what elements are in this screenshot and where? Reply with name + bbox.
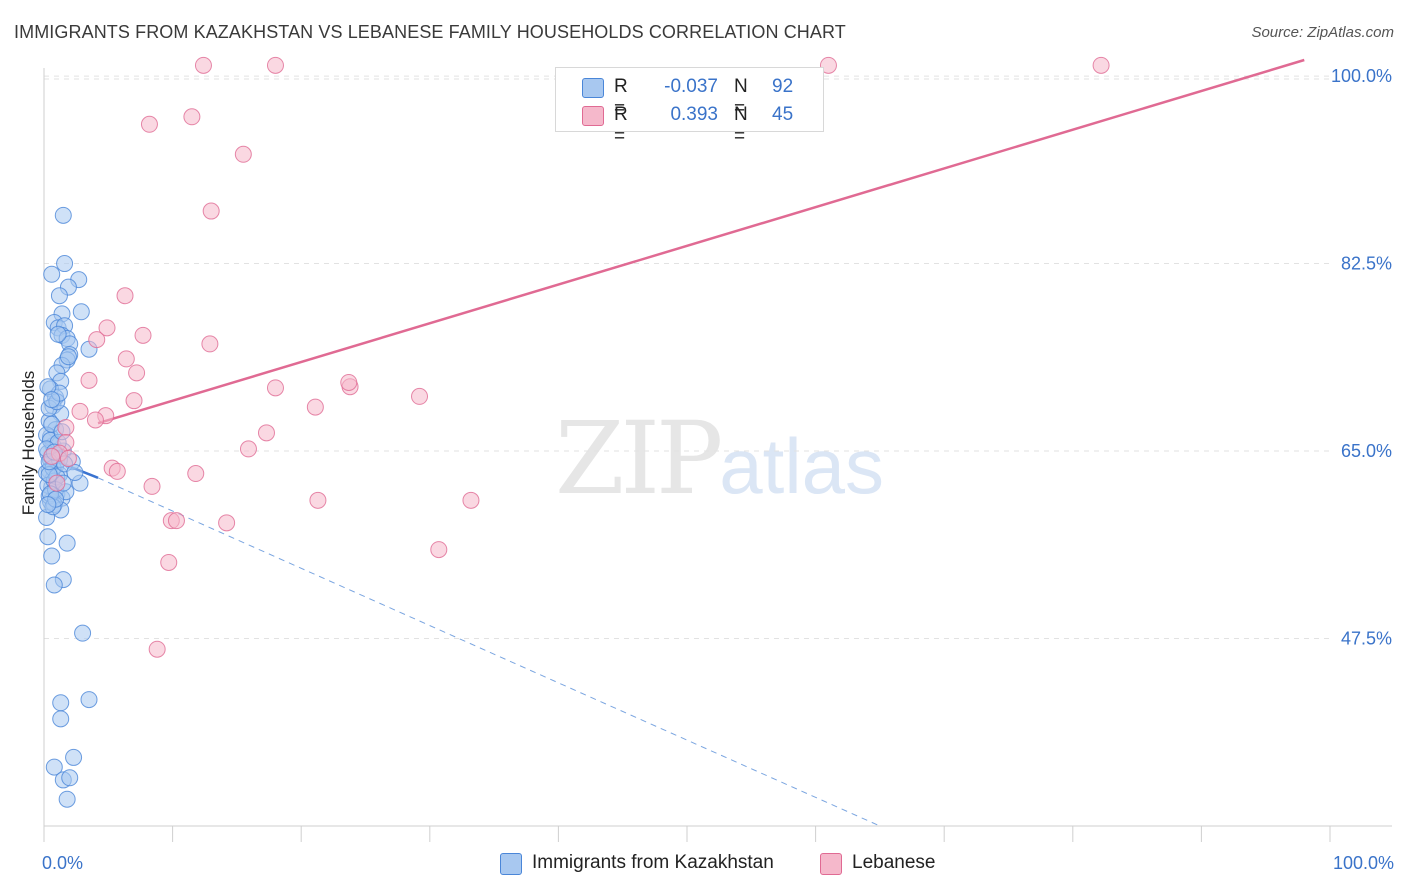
point-lebanese — [194, 56, 212, 74]
legend-r-value: -0.037 — [664, 76, 718, 97]
point-kazakhstan — [66, 463, 84, 481]
point-lebanese — [148, 640, 166, 658]
point-lebanese — [88, 331, 106, 349]
point-lebanese — [160, 553, 178, 571]
point-lebanese — [218, 514, 236, 532]
point-kazakhstan — [59, 348, 77, 366]
trend-line-kazakhstan-extension — [97, 477, 881, 827]
point-lebanese — [134, 326, 152, 344]
point-lebanese — [167, 512, 185, 530]
legend-r-label: R = — [614, 104, 628, 147]
point-kazakhstan — [56, 255, 74, 273]
point-lebanese — [306, 398, 324, 416]
point-lebanese — [266, 379, 284, 397]
point-lebanese — [430, 541, 448, 559]
legend-swatch-kazakhstan — [582, 78, 604, 98]
point-kazakhstan — [49, 325, 67, 343]
point-lebanese — [57, 418, 75, 436]
axis-labels: 47.5% 65.0% 82.5% 100.0% 0.0% 100.0% Family Ho… — [19, 66, 1394, 873]
point-lebanese — [80, 371, 98, 389]
point-lebanese — [411, 387, 429, 405]
point-kazakhstan — [58, 534, 76, 552]
data-points — [38, 56, 1110, 808]
point-lebanese — [202, 202, 220, 220]
point-lebanese — [183, 108, 201, 126]
point-lebanese — [59, 450, 77, 468]
point-lebanese — [108, 462, 126, 480]
point-lebanese — [819, 56, 837, 74]
y-axis-label: Family Households — [19, 371, 38, 516]
legend-n-label: N = — [734, 76, 748, 119]
chart-title: IMMIGRANTS FROM KAZAKHSTAN VS LEBANESE F… — [14, 22, 846, 42]
grid-lines — [44, 75, 1330, 640]
point-lebanese — [140, 115, 158, 133]
point-lebanese — [117, 350, 135, 368]
point-kazakhstan — [45, 758, 63, 776]
point-lebanese — [143, 477, 161, 495]
legend-n-label: N = — [734, 104, 748, 147]
point-kazakhstan — [43, 391, 61, 409]
point-lebanese — [43, 447, 61, 465]
source-label: Source: ZipAtlas.com — [1251, 24, 1394, 41]
point-kazakhstan — [61, 769, 79, 787]
point-kazakhstan — [58, 790, 76, 808]
point-lebanese — [128, 364, 146, 382]
point-lebanese — [1092, 56, 1110, 74]
point-kazakhstan — [52, 710, 70, 728]
point-kazakhstan — [43, 547, 61, 565]
point-kazakhstan — [39, 496, 57, 514]
watermark-atlas: atlas — [719, 422, 885, 510]
point-lebanese — [71, 402, 89, 420]
legend-r-value: 0.393 — [670, 104, 718, 125]
point-kazakhstan — [43, 265, 61, 283]
bottom-legend-swatch-kazakhstan — [500, 853, 522, 875]
point-lebanese — [86, 411, 104, 429]
point-lebanese — [266, 56, 284, 74]
point-kazakhstan — [45, 576, 63, 594]
point-kazakhstan — [52, 694, 70, 712]
legend-swatch-lebanese — [582, 106, 604, 126]
y-tick-label: 82.5% — [1341, 254, 1392, 274]
stats-legend: R = -0.037 N = 92 R = 0.393 N = 45 — [555, 67, 824, 147]
point-kazakhstan — [65, 748, 83, 766]
watermark: ZIPatlas — [555, 400, 884, 517]
bottom-legend-label-kazakhstan: Immigrants from Kazakhstan — [532, 852, 774, 873]
point-lebanese — [201, 335, 219, 353]
point-kazakhstan — [50, 287, 68, 305]
point-lebanese — [239, 440, 257, 458]
point-lebanese — [234, 145, 252, 163]
legend-n-value: 45 — [772, 104, 794, 125]
point-lebanese — [309, 491, 327, 509]
trend-lines — [43, 58, 1305, 827]
point-lebanese — [125, 392, 143, 410]
point-kazakhstan — [39, 528, 57, 546]
point-kazakhstan — [72, 303, 90, 321]
bottom-legend-label-lebanese: Lebanese — [852, 852, 936, 873]
point-lebanese — [116, 287, 134, 305]
y-tick-label: 65.0% — [1341, 441, 1392, 461]
y-tick-label: 47.5% — [1341, 629, 1392, 649]
bottom-legend-swatch-lebanese — [820, 853, 842, 875]
point-lebanese — [340, 373, 358, 391]
point-lebanese — [187, 465, 205, 483]
point-lebanese — [48, 474, 66, 492]
point-kazakhstan — [54, 206, 72, 224]
watermark-zip: ZIP — [555, 400, 723, 517]
point-lebanese — [462, 491, 480, 509]
point-lebanese — [98, 319, 116, 337]
x-tick-label: 0.0% — [42, 853, 83, 873]
legend-n-value: 92 — [772, 76, 794, 97]
trend-line-lebanese — [97, 58, 1305, 425]
x-tick-label: 100.0% — [1333, 853, 1394, 873]
point-kazakhstan — [80, 691, 98, 709]
y-tick-label: 100.0% — [1331, 66, 1392, 86]
legend-r-label: R = — [614, 76, 628, 119]
point-lebanese — [257, 424, 275, 442]
point-kazakhstan — [74, 624, 92, 642]
